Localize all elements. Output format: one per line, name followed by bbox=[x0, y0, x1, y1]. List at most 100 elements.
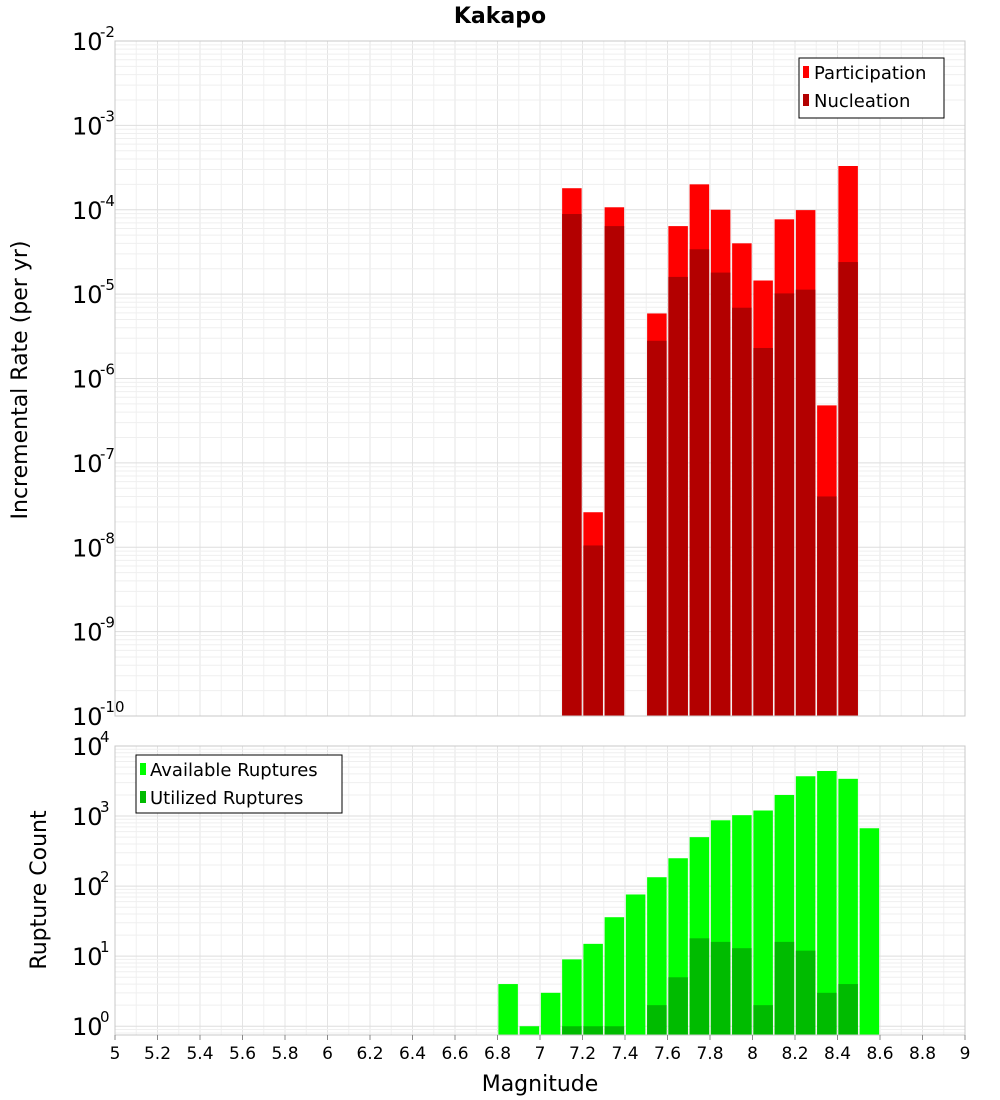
x-tick-label: 5.8 bbox=[271, 1044, 298, 1064]
count-y-tick-label: 10 bbox=[72, 1013, 103, 1041]
count-y-tick-exponent: 3 bbox=[100, 798, 110, 816]
available-ruptures-bar bbox=[583, 943, 603, 1035]
rate-bars bbox=[562, 166, 858, 717]
utilized-ruptures-bar bbox=[583, 1026, 603, 1035]
rate-legend: Participation Nucleation bbox=[798, 57, 945, 119]
available-ruptures-bar bbox=[604, 917, 625, 1035]
available-ruptures-bar bbox=[562, 959, 582, 1035]
rate-grid bbox=[114, 40, 966, 717]
available-ruptures-bar bbox=[647, 877, 667, 1035]
x-tick-label: 5.2 bbox=[144, 1044, 171, 1064]
utilized-legend-swatch bbox=[140, 791, 146, 803]
nucleation-bar bbox=[647, 340, 667, 716]
nucleation-legend-swatch bbox=[803, 94, 809, 106]
nucleation-bar bbox=[838, 262, 858, 716]
rate-y-tick-label: 10 bbox=[72, 281, 103, 309]
available-ruptures-bar bbox=[540, 992, 561, 1035]
x-tick-label: 8.2 bbox=[781, 1044, 808, 1064]
utilized-ruptures-bar bbox=[710, 941, 731, 1035]
count-y-tick-label: 10 bbox=[72, 873, 103, 901]
utilized-ruptures-bar bbox=[732, 948, 752, 1035]
utilized-ruptures-bar bbox=[604, 1026, 625, 1035]
x-tick-label: 7 bbox=[535, 1044, 546, 1064]
utilized-ruptures-bar bbox=[795, 950, 816, 1035]
x-tick-label: 6.2 bbox=[356, 1044, 383, 1064]
x-tick-label: 8 bbox=[747, 1044, 758, 1064]
utilized-legend-label: Utilized Ruptures bbox=[150, 788, 303, 809]
rate-y-tick-exponent: -7 bbox=[100, 445, 115, 463]
utilized-ruptures-bar bbox=[817, 992, 837, 1035]
x-tick-label: 8.6 bbox=[866, 1044, 893, 1064]
rate-legend-box bbox=[798, 57, 945, 119]
available-ruptures-bar bbox=[859, 828, 880, 1035]
nucleation-bar bbox=[795, 289, 816, 716]
count-y-axis-label: Rupture Count bbox=[27, 810, 52, 970]
nucleation-bar bbox=[668, 276, 688, 716]
rate-y-tick-exponent: -6 bbox=[100, 361, 115, 379]
rate-y-tick-label: 10 bbox=[72, 619, 103, 647]
nucleation-bar bbox=[817, 496, 837, 716]
utilized-ruptures-bar bbox=[753, 1005, 773, 1035]
available-ruptures-bar bbox=[753, 810, 773, 1035]
x-tick-label: 7.8 bbox=[696, 1044, 723, 1064]
rate-y-tick-label: 10 bbox=[72, 450, 103, 478]
x-tick-label: 5.4 bbox=[186, 1044, 213, 1064]
rate-plot-frame bbox=[114, 40, 966, 717]
available-ruptures-bar bbox=[817, 770, 837, 1035]
x-tick-label: 9 bbox=[960, 1044, 971, 1064]
x-tick-label: 6.4 bbox=[399, 1044, 426, 1064]
count-y-tick-exponent: 2 bbox=[100, 868, 110, 886]
count-x-ticks: 5 5.2 5.4 5.6 5.8 6 6.2 6.4 6.6 6.8 7 7.2 7.4 7.6 7.8 8… bbox=[110, 1035, 971, 1064]
x-tick-label: 5.6 bbox=[229, 1044, 256, 1064]
count-legend: Available Ruptures Utilized Ruptures bbox=[135, 754, 343, 814]
count-y-tick-label: 10 bbox=[72, 803, 103, 831]
participation-legend-label: Participation bbox=[814, 63, 926, 84]
count-y-tick-exponent: 0 bbox=[100, 1008, 110, 1026]
rate-y-tick-label: 10 bbox=[72, 703, 103, 731]
available-legend-swatch bbox=[140, 763, 146, 775]
rate-y-tick-label: 10 bbox=[72, 366, 103, 394]
available-ruptures-bar bbox=[838, 778, 858, 1035]
available-ruptures-bar bbox=[498, 984, 518, 1035]
x-tick-label: 6.8 bbox=[484, 1044, 511, 1064]
rate-y-tick-exponent: -2 bbox=[100, 23, 115, 41]
available-ruptures-bar bbox=[519, 1026, 540, 1035]
count-legend-box bbox=[135, 754, 343, 814]
rate-y-tick-exponent: -5 bbox=[100, 276, 115, 294]
rate-y-tick-exponent: -4 bbox=[100, 192, 115, 210]
utilized-ruptures-bar bbox=[668, 977, 688, 1035]
nucleation-bar bbox=[604, 226, 625, 716]
rate-y-tick-exponent: -10 bbox=[100, 698, 125, 716]
participation-legend-swatch bbox=[803, 66, 809, 78]
nucleation-bar bbox=[583, 545, 603, 716]
nucleation-legend-label: Nucleation bbox=[814, 91, 910, 112]
x-tick-label: 7.2 bbox=[569, 1044, 596, 1064]
x-tick-label: 7.6 bbox=[654, 1044, 681, 1064]
count-y-tick-label: 10 bbox=[72, 943, 103, 971]
x-tick-label: 7.4 bbox=[611, 1044, 638, 1064]
rate-y-tick-label: 10 bbox=[72, 28, 103, 56]
available-ruptures-bar bbox=[625, 894, 646, 1035]
nucleation-bar bbox=[753, 347, 773, 716]
x-axis-label: Magnitude bbox=[482, 1072, 599, 1097]
count-y-tick-exponent: 1 bbox=[100, 938, 110, 956]
rate-y-tick-exponent: -8 bbox=[100, 529, 115, 547]
nucleation-bar bbox=[689, 249, 710, 716]
x-tick-label: 6 bbox=[322, 1044, 333, 1064]
nucleation-bar bbox=[732, 307, 752, 716]
rate-y-tick-label: 10 bbox=[72, 197, 103, 225]
rate-y-tick-exponent: -9 bbox=[100, 614, 115, 632]
utilized-ruptures-bar bbox=[562, 1026, 582, 1035]
utilized-ruptures-bar bbox=[838, 984, 858, 1035]
nucleation-bar bbox=[710, 272, 731, 716]
x-tick-label: 8.4 bbox=[824, 1044, 851, 1064]
available-legend-label: Available Ruptures bbox=[150, 760, 318, 781]
nucleation-bar bbox=[774, 293, 795, 716]
rate-y-axis-label: Incremental Rate (per yr) bbox=[8, 241, 33, 520]
utilized-ruptures-bar bbox=[689, 938, 710, 1035]
rate-y-tick-label: 10 bbox=[72, 534, 103, 562]
